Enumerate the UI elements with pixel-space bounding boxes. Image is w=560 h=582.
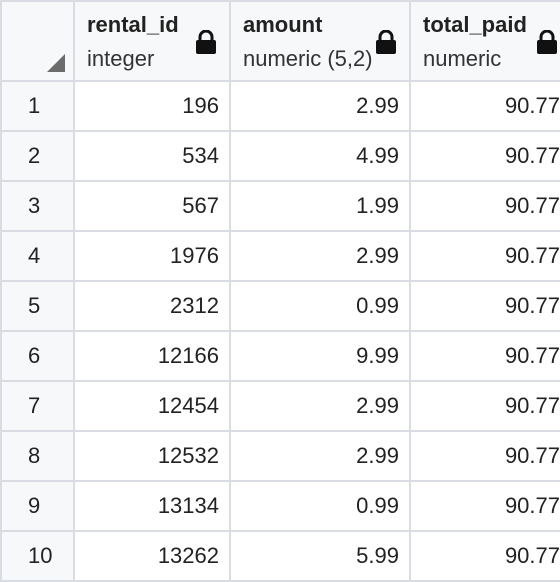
row-number[interactable]: 4 [0,230,75,282]
cell-total-paid[interactable]: 90.77 [409,480,560,532]
row-number[interactable]: 8 [0,430,75,482]
column-header-amount[interactable]: amount numeric (5,2) [229,0,411,82]
table-row[interactable]: 9 13134 0.99 90.77 [0,480,560,532]
row-number[interactable]: 6 [0,330,75,382]
cell-total-paid[interactable]: 90.77 [409,130,560,182]
cell-rental-id[interactable]: 196 [73,80,231,132]
lock-icon [375,30,397,54]
table-row[interactable]: 7 12454 2.99 90.77 [0,380,560,432]
cell-amount[interactable]: 9.99 [229,330,411,382]
cell-amount[interactable]: 2.99 [229,80,411,132]
cell-rental-id[interactable]: 534 [73,130,231,182]
column-type: integer [87,46,155,71]
table-row[interactable]: 5 2312 0.99 90.77 [0,280,560,332]
row-number[interactable]: 9 [0,480,75,532]
row-number[interactable]: 1 [0,80,75,132]
cell-rental-id[interactable]: 13262 [73,530,231,582]
cell-total-paid[interactable]: 90.77 [409,430,560,482]
table-row[interactable]: 8 12532 2.99 90.77 [0,430,560,482]
row-number[interactable]: 10 [0,530,75,582]
table-row[interactable]: 1 196 2.99 90.77 [0,80,560,132]
column-name: total_paid [423,12,527,37]
cell-amount[interactable]: 0.99 [229,480,411,532]
column-type: numeric [423,46,502,71]
column-name: amount [243,12,323,37]
cell-amount[interactable]: 2.99 [229,230,411,282]
cell-rental-id[interactable]: 12532 [73,430,231,482]
column-type: numeric (5,2) [243,46,373,71]
cell-total-paid[interactable]: 90.77 [409,380,560,432]
corner-triangle-icon [47,54,65,72]
cell-total-paid[interactable]: 90.77 [409,530,560,582]
table-row[interactable]: 4 1976 2.99 90.77 [0,230,560,282]
column-header-rental-id[interactable]: rental_id integer [73,0,231,82]
cell-amount[interactable]: 2.99 [229,380,411,432]
cell-rental-id[interactable]: 13134 [73,480,231,532]
select-all-corner[interactable] [0,0,75,82]
cell-rental-id[interactable]: 1976 [73,230,231,282]
table-row[interactable]: 10 13262 5.99 90.77 [0,530,560,582]
cell-amount[interactable]: 2.99 [229,430,411,482]
row-number[interactable]: 7 [0,380,75,432]
table-row[interactable]: 2 534 4.99 90.77 [0,130,560,182]
row-number[interactable]: 5 [0,280,75,332]
cell-amount[interactable]: 4.99 [229,130,411,182]
cell-total-paid[interactable]: 90.77 [409,80,560,132]
row-number[interactable]: 2 [0,130,75,182]
cell-total-paid[interactable]: 90.77 [409,180,560,232]
column-header-total-paid[interactable]: total_paid numeric [409,0,560,82]
cell-rental-id[interactable]: 12166 [73,330,231,382]
lock-icon [195,30,217,54]
row-number[interactable]: 3 [0,180,75,232]
lock-icon [536,30,558,54]
table-row[interactable]: 6 12166 9.99 90.77 [0,330,560,382]
cell-rental-id[interactable]: 567 [73,180,231,232]
table-row[interactable]: 3 567 1.99 90.77 [0,180,560,232]
header-row: rental_id integer amount numeric (5,2) [0,0,560,82]
column-name: rental_id [87,12,179,37]
cell-rental-id[interactable]: 2312 [73,280,231,332]
cell-amount[interactable]: 5.99 [229,530,411,582]
cell-total-paid[interactable]: 90.77 [409,280,560,332]
cell-amount[interactable]: 1.99 [229,180,411,232]
cell-rental-id[interactable]: 12454 [73,380,231,432]
cell-total-paid[interactable]: 90.77 [409,330,560,382]
cell-amount[interactable]: 0.99 [229,280,411,332]
cell-total-paid[interactable]: 90.77 [409,230,560,282]
